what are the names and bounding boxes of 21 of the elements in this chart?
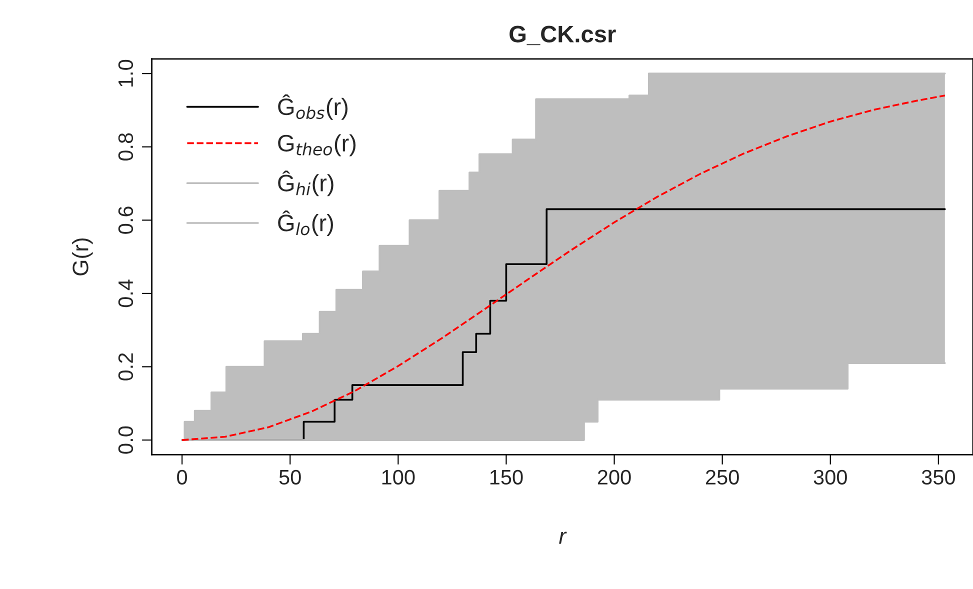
chart-title: G_CK.csr	[510, 26, 616, 46]
x-tick-label: 250	[706, 470, 739, 485]
y-tick-label: 0.6	[118, 206, 134, 234]
y-tick-label: 0.8	[118, 133, 134, 161]
legend-label: Ĝ$_{obs}$(r)	[278, 94, 348, 120]
legend-label: G$_{theo}$(r)	[278, 134, 356, 156]
legend-label: Ĝ$_{hi}$(r)	[278, 170, 334, 196]
x-tick-label: 100	[382, 470, 415, 485]
y-tick-label: 0.0	[118, 426, 134, 454]
x-tick-label: 350	[922, 470, 955, 485]
x-tick-label: 200	[598, 470, 631, 485]
y-tick-label: 0.2	[118, 353, 134, 380]
x-axis-title: r	[559, 532, 567, 544]
x-tick-label: 0	[177, 470, 188, 485]
legend-label: Ĝ$_{lo}$(r)	[278, 210, 333, 236]
y-tick-label: 1.0	[118, 60, 134, 86]
x-tick-label: 150	[490, 470, 523, 485]
y-axis-title: G(r)	[72, 238, 93, 276]
x-tick-label: 50	[279, 470, 301, 485]
x-tick-label: 300	[814, 470, 847, 485]
y-tick-label: 0.4	[118, 280, 134, 308]
